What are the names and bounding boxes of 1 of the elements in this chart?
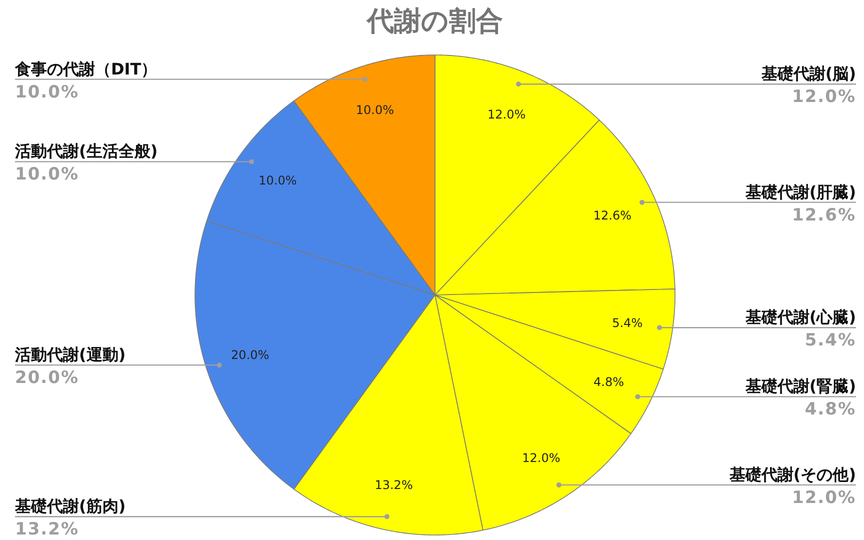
title: 代謝の割合	[367, 6, 503, 37]
